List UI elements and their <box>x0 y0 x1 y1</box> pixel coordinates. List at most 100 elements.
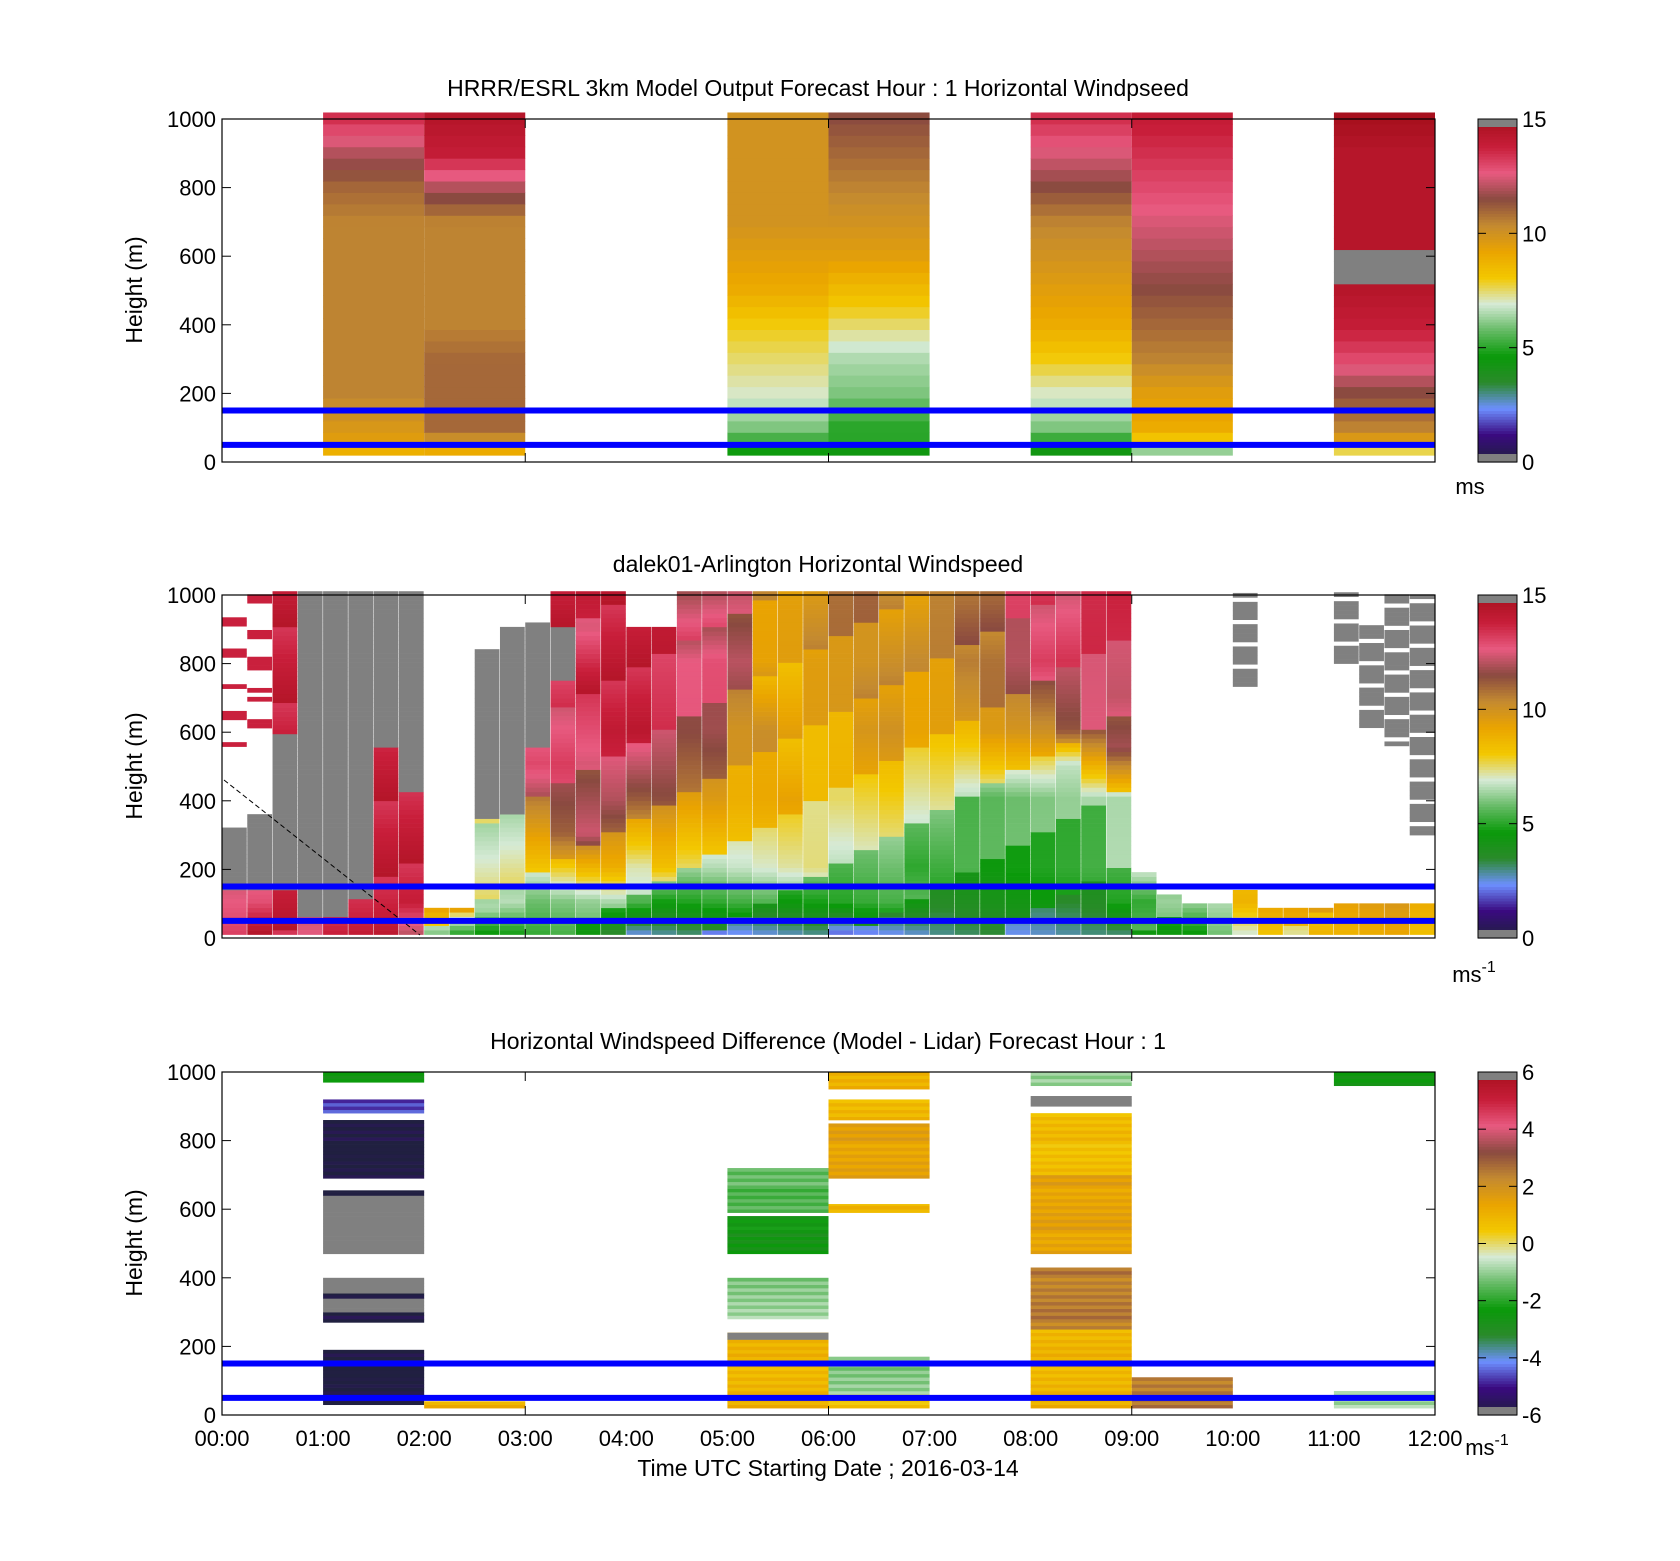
colorbar-cell <box>1478 1389 1517 1393</box>
colorbar-cell <box>1478 843 1517 848</box>
heatmap-cell <box>550 774 576 779</box>
colorbar-cell <box>1478 204 1517 209</box>
heatmap-cell <box>1106 756 1132 761</box>
heatmap-cell <box>1030 778 1056 784</box>
heatmap-cell <box>651 698 677 704</box>
heatmap-cell <box>1106 613 1132 619</box>
heatmap-cell <box>929 836 955 842</box>
heatmap-cell <box>1131 889 1157 895</box>
heatmap-cell <box>323 1109 425 1114</box>
heatmap-cell <box>980 600 1005 605</box>
heatmap-cell <box>398 849 424 855</box>
heatmap-cell <box>1030 1281 1132 1285</box>
heatmap-cell <box>348 889 374 895</box>
colorbar-cell <box>1478 187 1517 192</box>
heatmap-cell <box>323 1102 425 1107</box>
colorbar-cell <box>1478 153 1517 157</box>
heatmap-cell <box>323 1226 425 1231</box>
heatmap-cell <box>323 398 425 410</box>
heatmap-cell <box>980 760 1005 766</box>
heatmap-cell <box>1030 751 1056 757</box>
heatmap-cell <box>272 684 298 690</box>
heatmap-cell <box>323 1387 425 1392</box>
heatmap-cell <box>398 845 424 851</box>
heatmap-cell <box>550 769 576 775</box>
heatmap-cell <box>980 702 1005 708</box>
heatmap-cell <box>853 622 879 628</box>
y-tick-label: 0 <box>204 1403 216 1428</box>
heatmap-cell <box>929 823 955 828</box>
heatmap-cell <box>247 930 273 935</box>
heatmap-cell <box>727 169 829 182</box>
heatmap-cell <box>727 181 829 193</box>
heatmap-cell <box>398 814 424 819</box>
heatmap-cell <box>373 720 399 726</box>
heatmap-cell <box>373 769 399 775</box>
heatmap-cell <box>1055 595 1081 601</box>
heatmap-cell <box>929 845 955 851</box>
heatmap-cell <box>828 1366 930 1371</box>
heatmap-cell <box>828 912 854 918</box>
heatmap-cell <box>904 760 930 766</box>
heatmap-cell <box>1232 650 1258 656</box>
heatmap-cell <box>904 653 930 659</box>
heatmap-cell <box>525 711 551 717</box>
heatmap-cell <box>904 698 930 704</box>
heatmap-cell <box>348 903 374 909</box>
heatmap-cell <box>1005 832 1031 837</box>
colorbar-cell <box>1478 421 1517 426</box>
heatmap-cell <box>904 640 930 646</box>
heatmap-cell <box>1333 1072 1435 1076</box>
heatmap-cell <box>727 329 829 342</box>
heatmap-cell <box>777 805 803 811</box>
heatmap-cell <box>1005 912 1031 918</box>
colorbar-cell <box>1478 609 1517 613</box>
heatmap-cell <box>727 640 753 646</box>
heatmap-cell <box>803 769 828 775</box>
heatmap-cell <box>904 693 930 699</box>
heatmap-cell <box>702 635 727 641</box>
colorbar-cell <box>1478 381 1517 386</box>
heatmap-cell <box>980 805 1005 811</box>
colorbar-cell <box>1478 620 1517 625</box>
colorbar-cell <box>1478 256 1517 260</box>
heatmap-cell <box>702 720 727 726</box>
heatmap-cell <box>879 649 904 654</box>
heatmap-cell <box>702 858 727 864</box>
heatmap-cell <box>1384 665 1410 671</box>
heatmap-cell <box>651 680 677 686</box>
heatmap-cell <box>348 876 374 882</box>
heatmap-cell <box>550 832 576 837</box>
heatmap-cell <box>297 716 323 721</box>
heatmap-cell <box>373 805 399 811</box>
colorbar-cell <box>1478 732 1517 736</box>
colorbar-cell <box>1478 1237 1517 1242</box>
heatmap-cell <box>348 836 374 842</box>
heatmap-cell <box>601 858 626 864</box>
heatmap-cell <box>702 903 727 909</box>
heatmap-cell <box>853 689 879 695</box>
heatmap-cell <box>777 836 803 842</box>
heatmap-cell <box>904 832 930 837</box>
colorbar-cell <box>1478 179 1517 183</box>
heatmap-cell <box>272 832 298 837</box>
heatmap-cell <box>676 702 702 708</box>
heatmap-cell <box>1030 1353 1132 1357</box>
colorbar-cell <box>1478 849 1517 853</box>
heatmap-cell <box>752 849 778 855</box>
heatmap-cell <box>272 756 298 761</box>
heatmap-cell <box>601 836 626 842</box>
heatmap-cell <box>550 840 576 846</box>
heatmap-cell <box>828 1126 930 1131</box>
heatmap-cell <box>272 930 298 935</box>
heatmap-cell <box>980 609 1005 614</box>
heatmap-cell <box>499 635 525 641</box>
heatmap-cell <box>323 1380 425 1385</box>
heatmap-cell <box>1030 1202 1132 1207</box>
heatmap-cell <box>980 649 1005 654</box>
heatmap-cell <box>777 782 803 788</box>
heatmap-cell <box>1081 840 1106 846</box>
heatmap-cell <box>398 876 424 882</box>
heatmap-cell <box>954 662 980 668</box>
heatmap-cell <box>323 1164 425 1169</box>
